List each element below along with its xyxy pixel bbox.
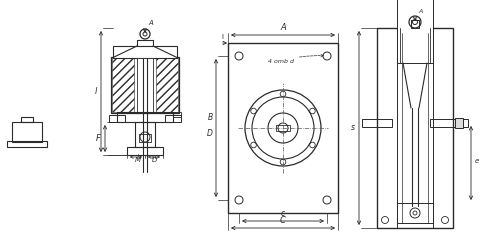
Text: l: l: [95, 87, 97, 96]
Bar: [21, 117, 33, 122]
Text: h: h: [137, 154, 141, 160]
Bar: [397, 0, 433, 63]
Text: D: D: [151, 157, 156, 163]
Bar: [7, 141, 47, 147]
Bar: [362, 119, 392, 127]
Bar: [455, 118, 463, 128]
Text: A: A: [280, 23, 286, 32]
Bar: [12, 122, 42, 142]
Bar: [165, 115, 181, 122]
Text: B: B: [208, 113, 213, 122]
Text: A: A: [148, 20, 153, 26]
Bar: [109, 115, 125, 122]
Bar: [127, 147, 163, 155]
Bar: [173, 112, 181, 117]
Bar: [397, 203, 433, 223]
Text: C: C: [280, 216, 286, 225]
Text: A: A: [418, 9, 422, 14]
Text: F: F: [96, 134, 101, 143]
Bar: [135, 122, 155, 147]
Bar: [139, 134, 151, 142]
Bar: [137, 58, 153, 112]
Text: I: I: [221, 34, 223, 40]
Bar: [112, 58, 134, 112]
Bar: [377, 28, 453, 228]
Bar: [276, 125, 290, 131]
Bar: [111, 57, 179, 113]
Text: D: D: [207, 129, 213, 138]
Bar: [228, 43, 338, 213]
Bar: [113, 46, 177, 58]
Text: 4 omb d: 4 omb d: [268, 54, 324, 64]
Bar: [411, 20, 419, 28]
Text: n: n: [152, 154, 156, 160]
Text: c: c: [281, 209, 285, 218]
Bar: [156, 58, 178, 112]
Text: s: s: [351, 124, 355, 132]
Text: M: M: [135, 157, 141, 163]
Bar: [117, 112, 173, 122]
Text: e: e: [475, 158, 479, 164]
Bar: [430, 119, 468, 127]
